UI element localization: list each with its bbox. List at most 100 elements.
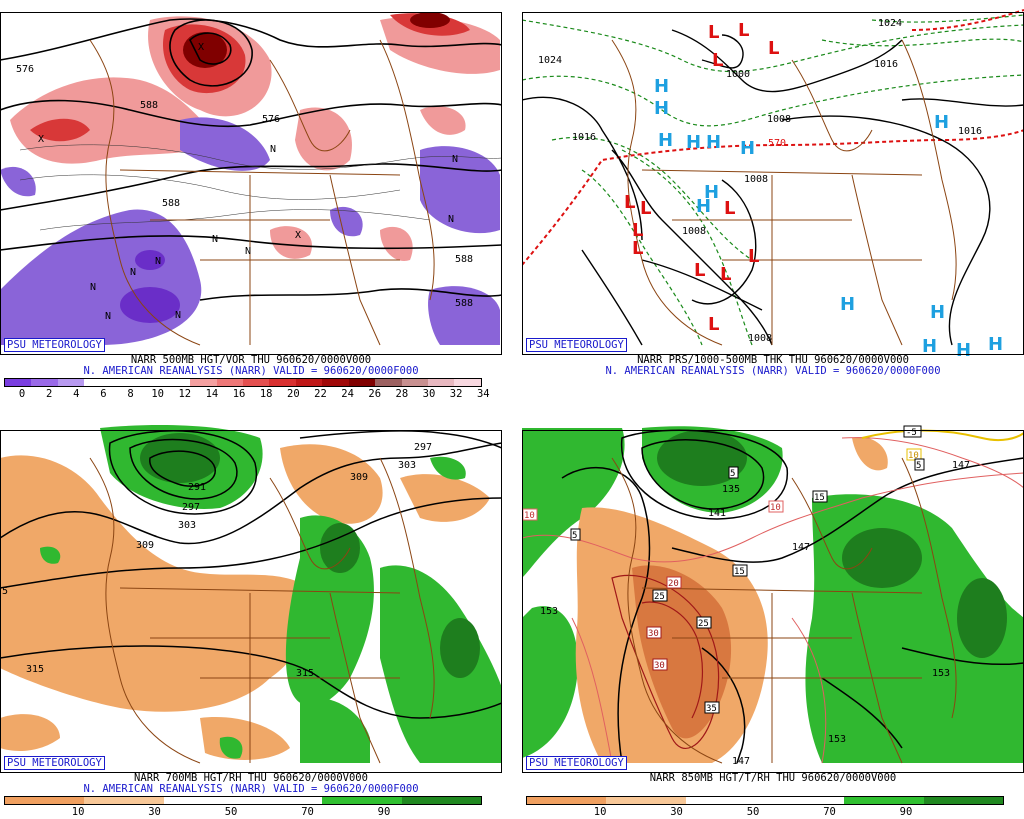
colorbar-tick-label: 18 [259,388,273,400]
warm-temperature-contours [522,437,1024,764]
colorbar-swatch [216,379,243,386]
contour-label: 303 [178,520,196,531]
colorbar-tick-label: 30 [670,806,683,818]
colorbar-tick-label: 30 [422,388,436,400]
colorbar-tick-label: 24 [341,388,354,400]
panel-subtitle: N. AMERICAN REANALYSIS (NARR) VALID = 96… [605,365,941,377]
geographic-boundaries [611,39,957,346]
svg-text:10: 10 [770,503,781,513]
pressure-map: 1024 1016 1000 1008 1008 1008 1008 1024 … [522,9,1024,361]
vorticity-min-marker: N [452,154,458,165]
contour-label: 297 [182,502,200,513]
temp850-map: 135 141 147 147 153 153 153 147 -5 10 5 … [522,425,1024,773]
contour-label: 297 [414,442,432,453]
thickness-label: 570 [768,138,786,149]
panel-title: NARR 700MB HGT/RH THU 960620/0000V000 [134,772,368,784]
colorbar-tick-label: 34 [476,388,490,400]
svg-text:5: 5 [916,461,921,471]
svg-text:H: H [704,182,719,203]
colorbar-tick-label: 14 [205,388,219,400]
svg-text:L: L [624,192,635,213]
svg-text:H: H [658,130,673,151]
svg-text:H: H [706,132,721,153]
rh700-map: 297 291 297 303 309 309 303 315 315 5 [0,425,502,773]
svg-text:L: L [724,198,735,219]
panel-pressure-thickness: 1024 1016 1000 1008 1008 1008 1008 1024 … [522,0,1024,400]
svg-text:L: L [748,246,759,267]
colorbar-tick-label: 50 [746,806,760,818]
svg-text:L: L [720,264,731,285]
colorbar-swatch [190,379,217,386]
svg-text:-5: -5 [906,428,917,438]
height-contours [561,429,1024,764]
height-contours [0,430,502,719]
colorbar-tick-label: 28 [395,388,409,400]
svg-text:20: 20 [668,579,679,589]
svg-text:5: 5 [572,531,577,541]
contour-label: 1008 [744,174,768,185]
colorbar-tick-label: 20 [287,388,300,400]
contour-label: 588 [162,198,180,209]
dry-air-shading [0,444,490,760]
contour-label: 309 [136,540,154,551]
colorbar-tick-label: 4 [73,388,80,400]
colorbar-swatch [163,797,243,804]
svg-text:15: 15 [734,567,745,577]
colorbar-swatch [137,379,164,386]
colorbar-tick-label: 10 [593,806,607,818]
contour-label: 1008 [767,114,791,125]
colorbar-tick-label: 70 [301,806,314,818]
colorbar-tick-label: 50 [224,806,238,818]
panel-850mb-temp: 135 141 147 147 153 153 153 147 -5 10 5 … [522,418,1024,818]
colorbar-swatch [322,797,402,804]
colorbar-swatch [84,379,111,386]
rh-colorbar [526,796,1004,805]
contour-label: 5 [2,586,8,597]
svg-text:25: 25 [698,619,709,629]
contour-label: 588 [455,298,473,309]
colorbar-tick-label: 90 [899,806,913,818]
panel-700mb-rh: 297 291 297 303 309 309 303 315 315 5 PS… [0,418,502,818]
height-labels: 297 291 297 303 309 309 303 315 315 5 [2,442,432,679]
colorbar-tick-label: 10 [151,388,164,400]
colorbar-tick-label: 30 [148,806,161,818]
isobars [522,29,1024,346]
colorbar-tick-label: 90 [377,806,391,818]
contour-label: 1016 [958,126,982,137]
colorbar-tick-label: 6 [100,388,107,400]
colorbar-swatch [375,379,402,386]
contour-label: 1016 [572,132,596,143]
svg-text:H: H [922,336,937,357]
colorbar-swatch [454,379,481,386]
contour-label: 588 [455,254,473,265]
panel-subtitle: N. AMERICAN REANALYSIS (NARR) VALID = 96… [83,365,419,377]
panel-subtitle: N. AMERICAN REANALYSIS (NARR) VALID = 96… [83,783,419,795]
psu-credit: PSU METEOROLOGY [4,338,105,352]
contour-label: 147 [952,460,970,471]
svg-text:H: H [654,98,669,119]
contour-label: 303 [398,460,416,471]
vorticity-max-marker: X [295,230,301,241]
svg-text:10: 10 [524,511,535,521]
svg-text:L: L [640,198,651,219]
freezing-line [861,429,1024,442]
vorticity-min-marker: N [175,310,181,321]
contour-label: 315 [296,668,314,679]
rh-colorbar [4,796,482,805]
vorticity-min-marker: N [212,234,218,245]
colorbar-swatch [5,379,32,386]
contour-label: 315 [26,664,44,675]
svg-text:L: L [632,220,643,241]
colorbar-swatch [844,797,924,804]
svg-text:25: 25 [654,592,665,602]
isobar-labels: 1024 1016 1000 1008 1008 1008 1008 1024 … [538,18,982,344]
colorbar-tick-label: 2 [45,388,53,400]
colorbar-swatch [110,379,138,386]
contour-label: 1024 [538,55,562,66]
colorbar-swatch [764,797,845,804]
vorticity-min-marker: N [105,311,111,322]
hot-dry-core [632,565,732,739]
contour-label: 309 [350,472,368,483]
svg-text:35: 35 [706,704,717,714]
vorticity-min-marker: N [130,267,136,278]
